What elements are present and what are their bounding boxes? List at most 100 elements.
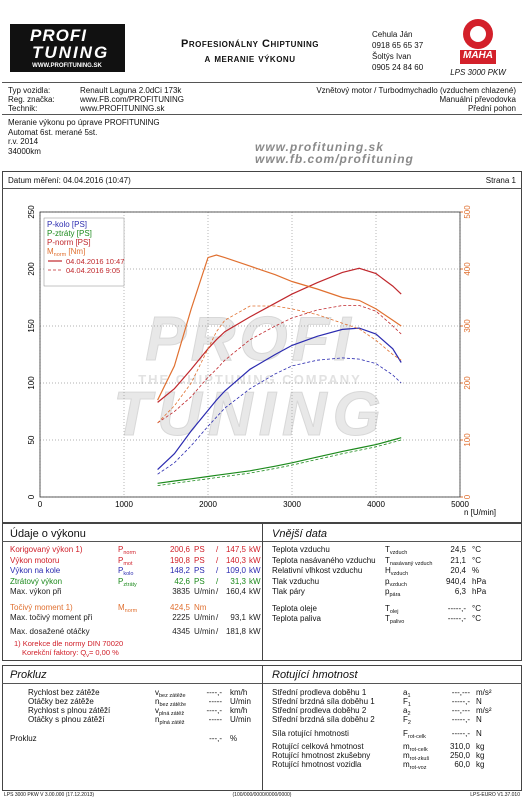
section-title: Prokluz xyxy=(10,669,47,681)
legend-box xyxy=(43,217,125,287)
symbol-sub: norm xyxy=(123,550,136,556)
chart-box xyxy=(2,171,522,523)
footer: LPS 3000 PKW V 3.00.000 (17.12.2013) xyxy=(4,792,95,798)
row-unit: N xyxy=(476,715,482,724)
symbol: vbez zátěže xyxy=(155,688,186,701)
row-unit: PS xyxy=(194,566,205,575)
symbol-base: T xyxy=(385,545,390,554)
symbol: nplná zátěž xyxy=(155,715,185,728)
row-value: 20,4 xyxy=(450,566,466,575)
row-label: Otáčky s plnou zátěží xyxy=(28,715,105,724)
symbol-base: T xyxy=(385,614,390,623)
x-tick-label: 5000 xyxy=(451,500,469,509)
symbol: Pztráty xyxy=(118,577,137,590)
y-tick-label: 0 xyxy=(27,494,36,499)
row-unit: °C xyxy=(472,545,481,554)
symbol-base: P xyxy=(118,576,124,586)
row-unit: PS xyxy=(194,545,205,554)
watermark: PROFI xyxy=(145,305,354,374)
series-line xyxy=(157,327,402,471)
row-value: 181,8 xyxy=(225,626,246,636)
symbol-base: v xyxy=(155,706,159,715)
row-value: 42,6 xyxy=(174,576,190,586)
y-tick-label: 200 xyxy=(27,262,36,276)
footnote: Korekční faktory: Qv= 0,00 % xyxy=(22,648,119,661)
contact: 0905 24 84 60 xyxy=(372,63,424,72)
row-label: Tlak vzduchu xyxy=(272,576,320,586)
row-label: Otáčky bez zátěže xyxy=(28,697,94,706)
legend-entry: P-ztráty [PS] xyxy=(47,229,92,238)
brand-ring-inner xyxy=(470,26,486,42)
row-label: Výkon motoru xyxy=(10,555,60,565)
symbol-sub: palivo xyxy=(389,619,405,625)
note: 34000km xyxy=(8,146,41,156)
symbol: Mnorm xyxy=(118,603,137,616)
symbol: nbez zátěže xyxy=(155,697,186,710)
brand-plate xyxy=(460,50,496,64)
symbol-sub: vzduch xyxy=(389,550,408,556)
symbol-base: m xyxy=(403,742,410,751)
y2-tick-label: 100 xyxy=(463,433,472,447)
row-unit: PS xyxy=(194,576,205,586)
section-title: Rotující hmotnost xyxy=(272,669,358,681)
series-line xyxy=(157,305,402,424)
legend-entry: P-norm [PS] xyxy=(47,238,91,247)
row-value: ---,--- xyxy=(451,706,470,715)
series-line xyxy=(157,254,402,401)
row-unit: kg xyxy=(476,751,485,760)
symbol-base: n xyxy=(155,715,160,724)
field-label: Typ vozidla: xyxy=(8,86,51,95)
symbol-sub: 1 xyxy=(407,702,411,708)
row-unit: km/h xyxy=(230,688,248,697)
symbol-sub: bez zátěže xyxy=(159,702,187,708)
footnote-text: Korekční faktory: Q xyxy=(22,648,87,657)
row-unit: kW xyxy=(249,626,261,636)
legend-run: 04.04.2016 9:05 xyxy=(66,266,120,275)
symbol: mrot-celk xyxy=(403,742,428,755)
symbol: mrot-voz xyxy=(403,760,426,773)
series-line xyxy=(157,437,402,484)
symbol-base: T xyxy=(385,555,390,565)
x-tick-label: 3000 xyxy=(283,500,301,509)
row-value: 60,0 xyxy=(454,760,470,769)
row-value: 3835 xyxy=(172,587,190,596)
row-label: Výkon na kole xyxy=(10,566,61,575)
legend-text: P-kolo [PS] xyxy=(47,220,87,229)
symbol: a2 xyxy=(403,706,411,719)
note: r.v. 2014 xyxy=(8,137,39,146)
row-unit: km/h xyxy=(230,706,248,715)
brand-logo xyxy=(460,19,496,64)
y-tick-label: 150 xyxy=(27,319,36,333)
symbol-sub: vzduch xyxy=(390,571,409,577)
row-value: -----,- xyxy=(451,715,470,724)
row-label: Max. točivý moment při xyxy=(10,613,93,622)
symbol: Tnasávaný vzduch xyxy=(385,556,432,569)
y-tick-label: 50 xyxy=(27,435,36,444)
row-label: Korigovaný výkon 1) xyxy=(10,545,83,554)
row-value: 940,4 xyxy=(445,576,466,586)
symbol-sub: 1 xyxy=(407,693,411,699)
row-label: Rychlost s plnou zátěží xyxy=(28,706,111,715)
symbol-base: p xyxy=(385,587,390,596)
row-unit: °C xyxy=(472,603,481,613)
symbol-base: M xyxy=(118,602,125,612)
x-axis-label: n [U/min] xyxy=(464,508,496,517)
row-unit: kg xyxy=(476,760,485,769)
vehicle-info: Přední pohon xyxy=(467,104,516,113)
row-value: 21,1 xyxy=(450,555,466,565)
symbol-base: T xyxy=(385,603,390,613)
footnote-sub: v xyxy=(86,653,89,659)
symbol: vplná zátěž xyxy=(155,706,184,719)
symbol-sub: plná zátěž xyxy=(159,720,185,726)
divider xyxy=(262,665,263,791)
rule xyxy=(2,82,522,83)
field-label: Reg. značka: xyxy=(8,95,55,104)
measurement-date: Datum měření: 04.04.2016 (10:47) xyxy=(8,176,131,185)
row-unit: U/min xyxy=(194,613,215,622)
section-title: Vnější data xyxy=(272,528,328,540)
symbol-base: n xyxy=(155,697,160,706)
symbol-base: a xyxy=(403,688,408,697)
row-label: Rotující celková hmotnost xyxy=(272,742,364,751)
symbol-base: F xyxy=(403,715,408,724)
